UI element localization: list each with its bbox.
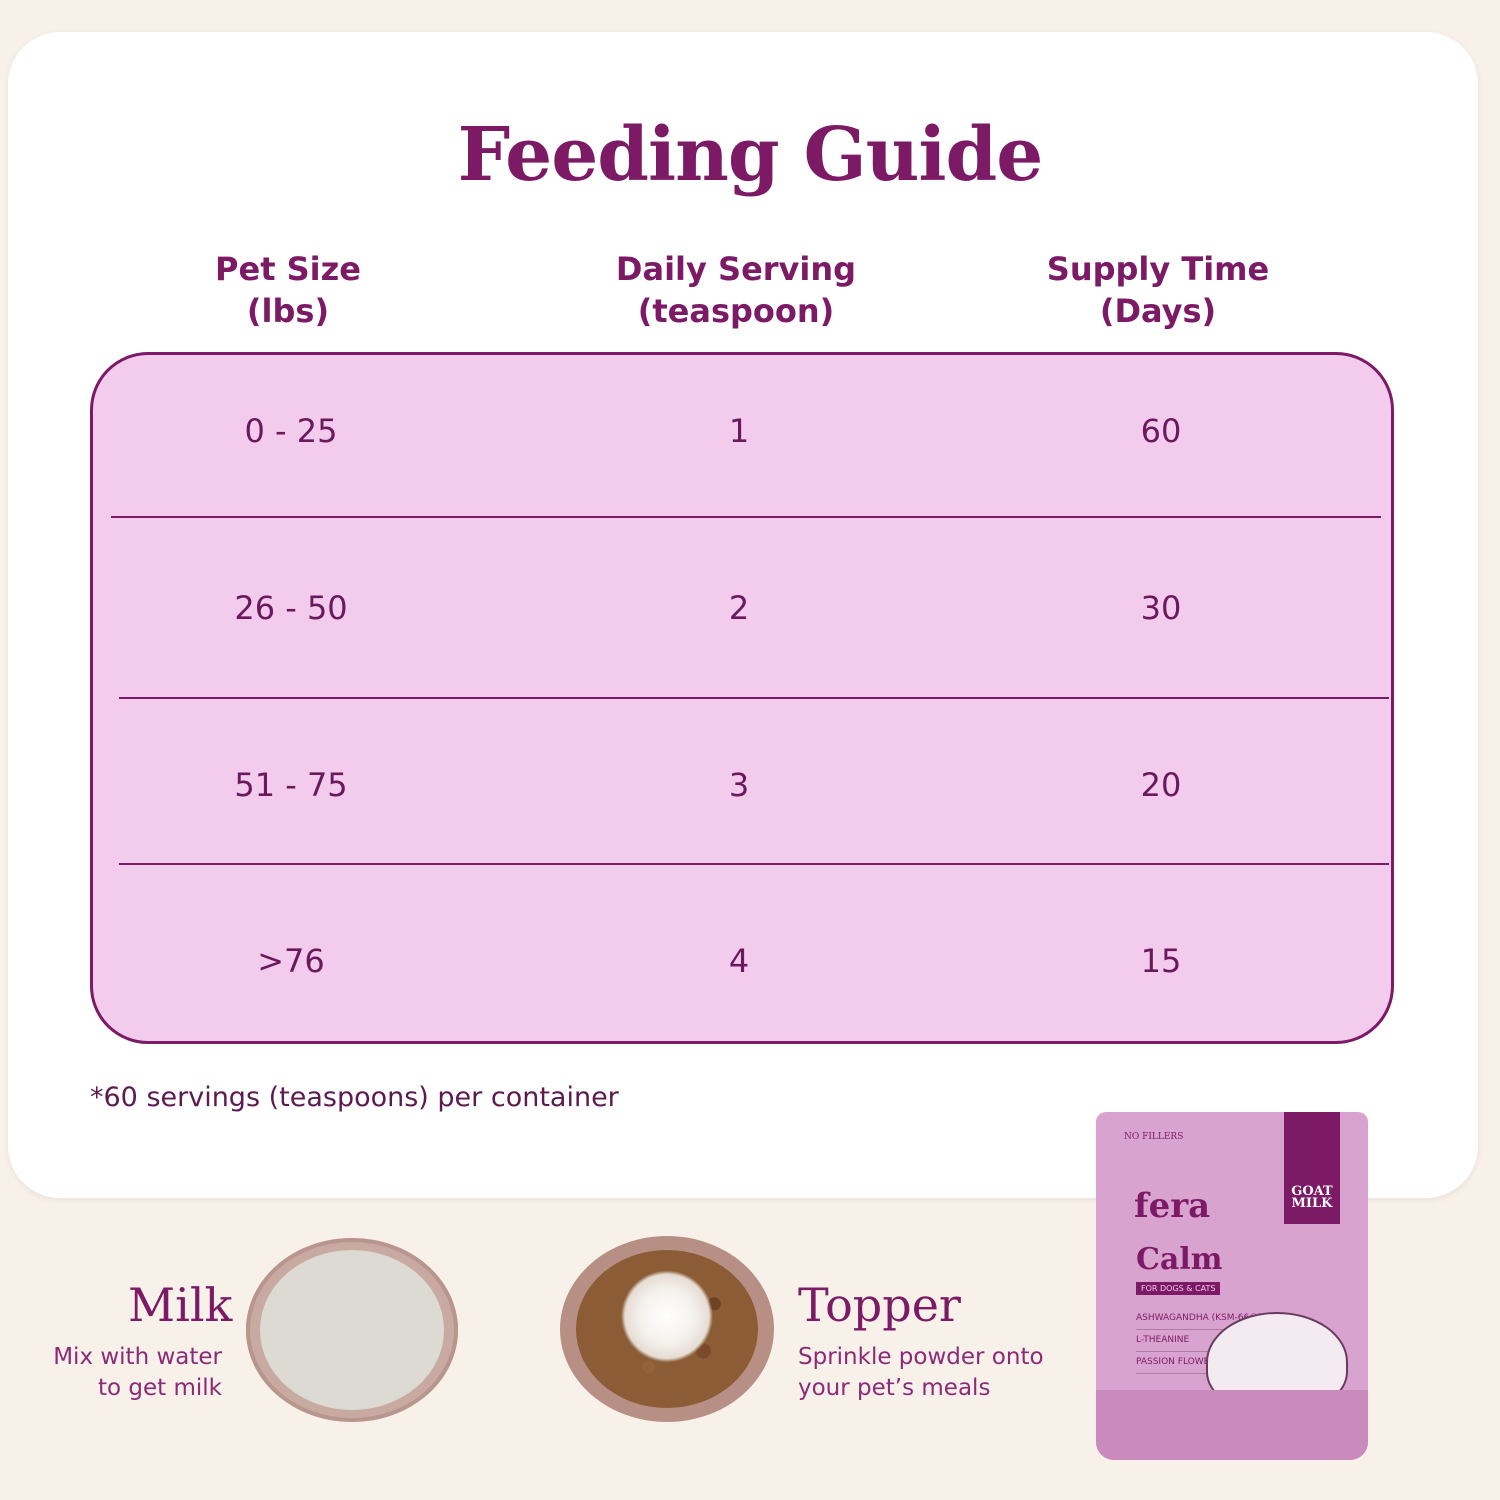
column-header-supply-time: Supply Time (Days) [1046,250,1270,330]
cell-pet-size: >76 [257,942,325,980]
pouch-ingredients: ASHWAGANDHA (KSM-66®) L-THEANINE PASSION… [1136,1308,1262,1374]
cell-pet-size: 51 - 75 [234,766,348,804]
cell-supply-time: 20 [1140,766,1182,804]
cell-supply-time: 30 [1140,589,1182,627]
milk-description: Mix with water to get milk [53,1344,222,1401]
milk-bowl-image [246,1238,458,1422]
topper-kibble [576,1250,758,1408]
cell-supply-time: 15 [1140,942,1182,980]
row-divider [119,863,1389,865]
column-header-daily-serving: Daily Serving (teaspoon) [615,250,857,330]
pouch-brand: fera [1134,1186,1211,1226]
topper-bowl-image [560,1236,774,1422]
pouch-subtitle: FOR DOGS & CATS [1136,1282,1221,1295]
pouch-product-name: Calm [1136,1242,1223,1277]
cell-daily-serving: 1 [728,412,750,450]
pouch-goat-label: GOAT MILK [1291,1184,1333,1211]
cell-pet-size: 0 - 25 [244,412,338,450]
milk-surface [260,1250,444,1410]
page-title: Feeding Guide [457,112,1044,198]
column-header-pet-size: Pet Size (lbs) [215,250,361,330]
cell-daily-serving: 2 [728,589,750,627]
pouch-base [1096,1390,1368,1460]
cell-supply-time: 60 [1140,412,1182,450]
pouch-band [1284,1112,1340,1224]
cell-pet-size: 26 - 50 [234,589,348,627]
row-divider [119,697,1389,699]
cell-daily-serving: 4 [728,942,750,980]
product-pouch-image: NO FILLERS GOAT MILK fera Calm FOR DOGS … [1096,1112,1368,1460]
cell-daily-serving: 3 [728,766,750,804]
milk-title: Milk [128,1278,233,1332]
servings-note: *60 servings (teaspoons) per container [90,1082,619,1113]
pouch-tag: NO FILLERS [1124,1132,1184,1142]
topper-title: Topper [798,1278,961,1332]
feeding-table: 0 - 25 1 60 26 - 50 2 30 51 - 75 3 20 >7… [90,352,1394,1044]
topper-description: Sprinkle powder onto your pet’s meals [798,1344,1044,1401]
row-divider [111,516,1381,518]
